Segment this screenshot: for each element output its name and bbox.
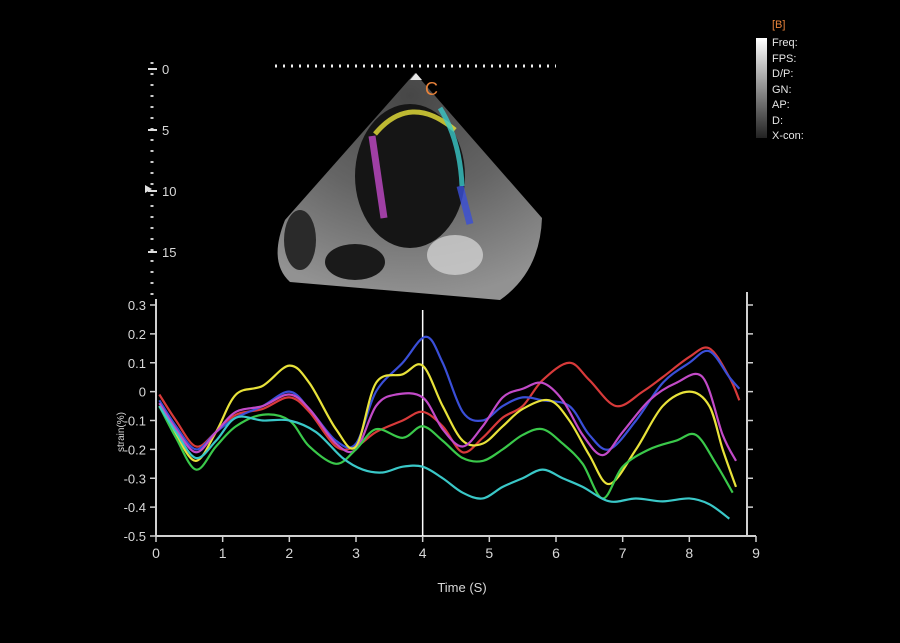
gray-scale-bar [756,38,767,138]
parameter-label: X-con: [772,130,804,142]
focus-marker-icon [145,185,152,193]
parameter-label: D: [772,114,783,127]
x-tick-label: 0 [152,545,160,561]
depth-tick-label: 15 [162,245,176,260]
x-axis-label: Time (S) [437,580,486,595]
x-tick-label: 8 [685,545,693,561]
y-tick-label: -0.1 [124,414,146,429]
probe-marker-label: C [425,79,438,99]
x-tick-label: 3 [352,545,360,561]
y-tick-label: 0.1 [128,356,146,371]
depth-tick-label: 0 [162,62,169,77]
y-axis-label: strain(%) [116,412,127,452]
x-tick-label: 1 [219,545,227,561]
strain-series-line [158,405,730,520]
x-tick-label: 4 [419,545,427,561]
x-tick-label: 9 [752,545,760,561]
y-tick-label: -0.2 [124,442,146,457]
y-tick-label: 0 [139,385,146,400]
parameter-label: D/P: [772,68,794,80]
chart-ticks: 0 1 2 3 4 5 6 7 8 9 0.3 0.2 0.1 0 -0.1 -0.2 -0.3 -0.4 -0.5 [124,298,761,561]
x-tick-label: 7 [619,545,627,561]
echo-image [277,73,542,300]
chart-series [158,335,741,520]
chart-axes [155,292,756,537]
depth-scale: 0 5 10 15 [148,62,176,260]
parameter-label: Freq: [772,37,798,49]
strain-series-line [158,335,741,451]
strain-series-line [158,405,734,500]
strain-series-line [158,372,737,462]
x-tick-label: 5 [485,545,493,561]
preset-label: [B] [772,19,786,31]
y-tick-label: -0.4 [124,500,146,515]
parameter-label: GN: [772,83,792,96]
parameter-label: AP: [772,99,790,111]
strain-series-line [158,363,738,488]
y-tick-label: 0.2 [128,327,146,342]
y-tick-label: -0.5 [124,529,146,544]
depth-tick-label: 10 [162,184,176,199]
depth-tick-label: 5 [162,123,169,138]
probe-marker-icon [410,73,422,80]
parameter-label: FPS: [772,52,797,65]
y-tick-label: 0.3 [128,298,146,313]
x-tick-label: 2 [285,545,293,561]
y-tick-label: -0.3 [124,471,146,486]
x-tick-label: 6 [552,545,560,561]
